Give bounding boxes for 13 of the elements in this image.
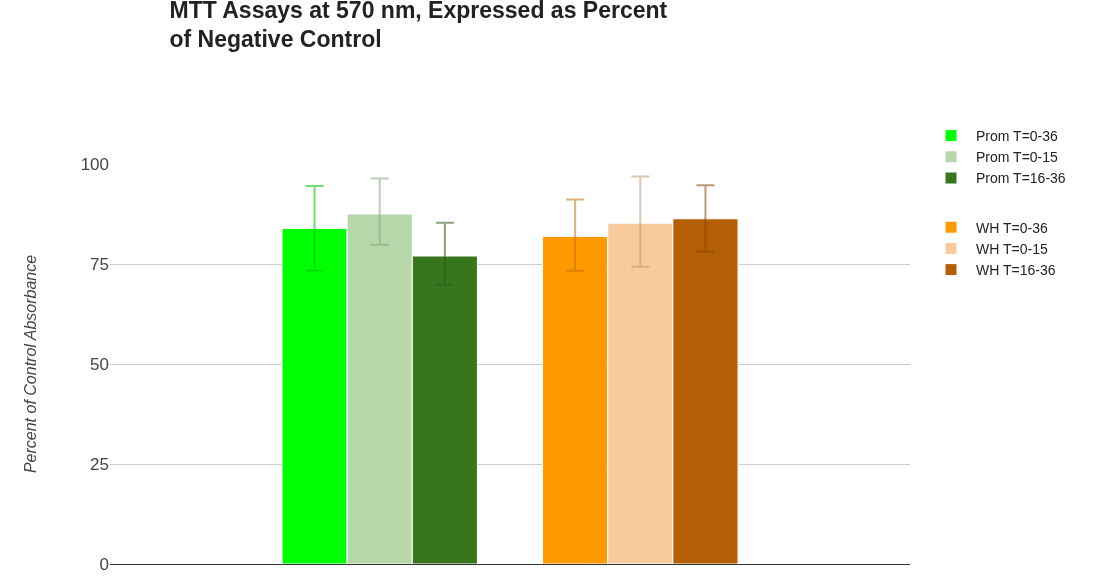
legend-label: Prom T=16-36 — [976, 170, 1066, 187]
y-axis-title: Percent of Control Absorbance — [21, 254, 39, 474]
y-tick-label: 25 — [90, 454, 109, 474]
y-tick-label: 50 — [90, 354, 109, 374]
y-tick-label: 100 — [80, 154, 109, 174]
legend-label: WH T=0-15 — [976, 240, 1048, 257]
legend-label: Prom T=0-36 — [976, 128, 1059, 145]
legend-label: WH T=0-36 — [976, 219, 1048, 236]
legend-label: Prom T=0-15 — [976, 149, 1059, 166]
legend-label: WH T=16-36 — [976, 262, 1056, 279]
y-tick-label: 0 — [99, 554, 109, 574]
chart-title: MTT Assays at 570 nm, Expressed as Percent of Negative Control — [169, 0, 668, 53]
y-tick-label: 75 — [90, 254, 109, 274]
